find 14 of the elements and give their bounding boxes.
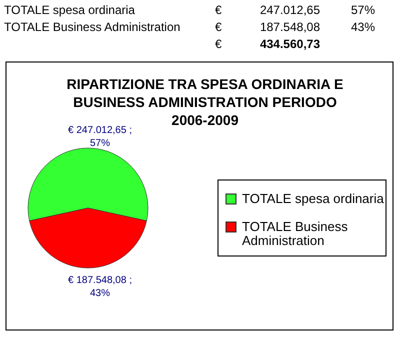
text: 187.548,08 xyxy=(260,20,320,34)
text: € xyxy=(215,20,222,34)
legend-label: TOTALE spesa ordinaria xyxy=(242,191,385,206)
text: 434.560,73 xyxy=(260,37,320,51)
legend-label: TOTALE Business Administration xyxy=(242,219,348,248)
text: 43% xyxy=(350,20,376,34)
text: TOTALE Business Administration xyxy=(4,20,180,34)
text: 57% xyxy=(350,3,376,17)
text: 247.012,65 xyxy=(260,3,320,17)
text: € xyxy=(215,3,222,17)
data-label: € 247.012,65 ; 57% xyxy=(68,125,132,149)
data-label: € 187.548,08 ; 43% xyxy=(68,275,132,299)
text: € xyxy=(215,37,222,51)
text: TOTALE spesa ordinaria xyxy=(4,3,136,17)
